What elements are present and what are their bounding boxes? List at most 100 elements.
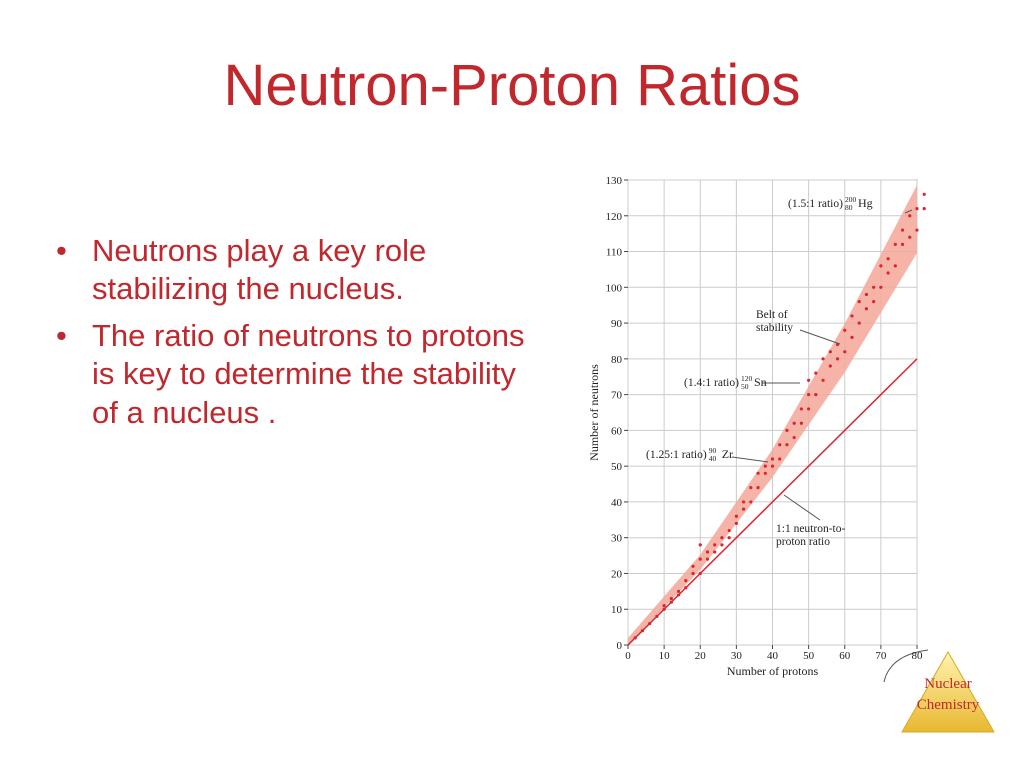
- data-point: [763, 464, 767, 468]
- data-point: [727, 528, 731, 533]
- data-point: [922, 207, 926, 211]
- data-point: [915, 228, 919, 232]
- data-point: [691, 564, 695, 568]
- data-point: [857, 300, 861, 304]
- y-tick-label: 80: [611, 354, 623, 366]
- y-tick-label: 10: [611, 604, 623, 616]
- data-point: [821, 378, 825, 382]
- y-tick-label: 120: [606, 211, 623, 223]
- data-point: [785, 443, 789, 447]
- atomic-number: 50: [741, 382, 749, 391]
- data-point: [648, 621, 652, 626]
- element-symbol: Zr: [722, 447, 733, 461]
- data-point: [872, 300, 876, 304]
- annotation-text: stability: [756, 322, 793, 334]
- bullet-list: Neutrons play a key role stabilizing the…: [56, 232, 536, 440]
- annotation-text: (1.25:1 ratio): [646, 449, 707, 461]
- y-tick-label: 110: [606, 247, 623, 259]
- data-point: [705, 557, 710, 561]
- data-point: [893, 242, 897, 246]
- leader-line: [783, 494, 821, 521]
- data-point: [872, 285, 876, 289]
- x-tick-label: 0: [625, 650, 631, 662]
- data-point: [828, 364, 832, 368]
- data-point: [749, 500, 753, 504]
- data-point: [727, 536, 731, 540]
- data-point: [908, 214, 912, 218]
- annotation-text: proton ratio: [776, 536, 830, 548]
- data-point: [850, 314, 854, 318]
- y-axis-label: Number of neutrons: [587, 364, 601, 461]
- data-point: [843, 350, 847, 354]
- data-point: [886, 271, 890, 275]
- data-point: [655, 614, 659, 618]
- decor-arc: [883, 649, 929, 683]
- data-point: [770, 457, 775, 461]
- data-point: [814, 393, 818, 397]
- atomic-number: 80: [845, 203, 853, 212]
- data-point: [807, 378, 811, 382]
- annotation-text: (1.4:1 ratio): [684, 377, 739, 389]
- leader-line: [904, 209, 913, 214]
- x-tick-label: 40: [767, 650, 779, 662]
- slide-title: Neutron-Proton Ratios: [223, 53, 801, 118]
- data-point: [749, 486, 753, 490]
- data-point: [698, 571, 702, 576]
- logo-text: Chemistry: [917, 697, 980, 713]
- data-point: [886, 257, 890, 261]
- x-tick-label: 10: [659, 650, 671, 662]
- y-tick-label: 20: [611, 568, 623, 580]
- atomic-number: 40: [709, 454, 717, 463]
- x-tick-label: 20: [695, 650, 707, 662]
- data-point: [828, 350, 832, 354]
- data-point: [864, 292, 869, 297]
- element-symbol: Hg: [858, 196, 873, 210]
- data-point: [662, 607, 666, 611]
- annotation-text: 1:1 neutron-to-: [776, 523, 845, 535]
- data-point: [720, 543, 724, 547]
- data-point: [807, 407, 811, 411]
- data-point: [713, 543, 717, 547]
- data-point: [835, 357, 840, 361]
- bullet: Neutrons play a key role stabilizing the…: [56, 232, 536, 309]
- reference-line: [627, 358, 918, 646]
- data-point: [850, 335, 854, 339]
- data-point: [734, 514, 738, 518]
- data-point: [684, 586, 688, 590]
- x-tick-label: 30: [731, 650, 743, 662]
- mass-number: 90: [709, 446, 717, 455]
- data-point: [922, 192, 926, 196]
- x-tick-label: 70: [875, 650, 887, 662]
- data-point: [908, 235, 912, 239]
- data-point: [792, 421, 796, 425]
- data-point: [770, 464, 775, 468]
- data-point: [698, 543, 702, 547]
- data-point: [713, 550, 717, 554]
- data-point: [756, 486, 760, 490]
- data-point: [742, 507, 746, 511]
- data-point: [669, 596, 673, 601]
- data-point: [799, 421, 804, 425]
- data-point: [676, 593, 681, 597]
- data-point: [720, 536, 724, 540]
- y-tick-label: 130: [606, 175, 623, 187]
- data-point: [893, 264, 897, 268]
- y-tick-label: 50: [611, 461, 623, 473]
- y-tick-label: 0: [617, 640, 623, 652]
- data-point: [879, 264, 883, 268]
- data-point: [864, 307, 869, 311]
- data-point: [915, 207, 919, 211]
- data-point: [807, 393, 811, 397]
- data-point: [900, 228, 905, 232]
- data-point: [879, 285, 883, 289]
- data-point: [742, 500, 746, 504]
- data-point: [814, 371, 818, 375]
- y-tick-label: 70: [611, 390, 623, 402]
- data-point: [640, 629, 645, 633]
- data-point: [843, 328, 847, 332]
- data-point: [763, 471, 767, 475]
- y-tick-label: 90: [611, 318, 623, 330]
- data-point: [785, 428, 789, 432]
- data-point: [669, 600, 673, 604]
